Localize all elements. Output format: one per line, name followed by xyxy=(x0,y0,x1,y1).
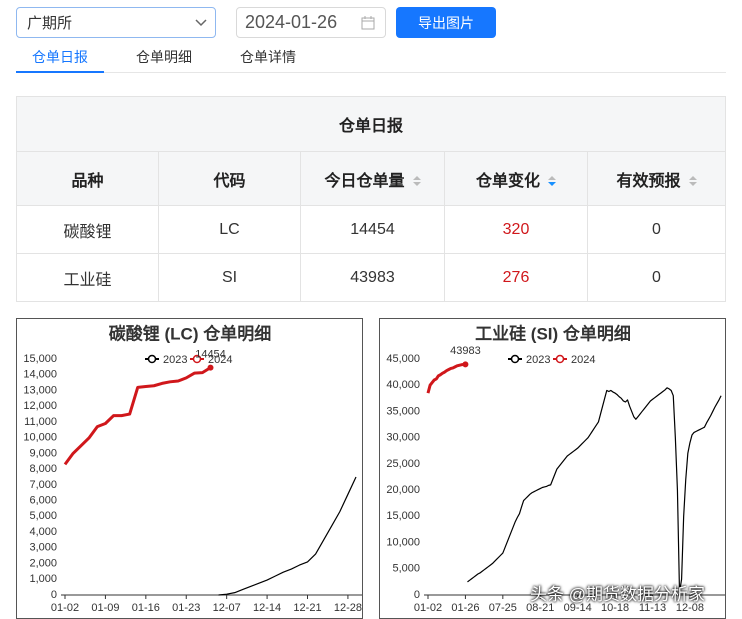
y-tick-label: 40,000 xyxy=(386,379,420,391)
y-tick-label: 8,000 xyxy=(29,463,57,475)
legend-label: 2023 xyxy=(163,354,187,366)
exchange-select[interactable]: 广期所 xyxy=(16,7,216,38)
last-point xyxy=(207,364,214,371)
cell: LC xyxy=(158,205,301,254)
x-tick-label: 09-14 xyxy=(564,602,592,614)
y-tick-label: 15,000 xyxy=(23,353,57,365)
x-tick-label: 07-25 xyxy=(489,602,517,614)
export-button[interactable]: 导出图片 xyxy=(396,7,496,38)
table-title: 仓单日报 xyxy=(16,96,726,152)
x-tick-label: 12-08 xyxy=(676,602,704,614)
series-line xyxy=(426,362,466,394)
series-line xyxy=(218,476,357,596)
x-tick-label: 12-28 xyxy=(334,602,362,614)
report-table: 仓单日报 品种 代码 今日仓单量 仓单变化 有效预报 碳酸锂 LC 14454 … xyxy=(16,96,726,302)
cell: 0 xyxy=(587,205,726,254)
cell: 0 xyxy=(587,253,726,302)
calendar-icon xyxy=(361,16,375,30)
tab[interactable]: 仓单详情 xyxy=(240,49,296,65)
watermark: 头条 @期货数据分析家 xyxy=(530,585,705,604)
tab-divider xyxy=(16,72,726,73)
y-tick-label: 6,000 xyxy=(29,495,57,507)
x-tick-label: 12-14 xyxy=(253,602,281,614)
legend-marker xyxy=(555,354,565,364)
cell: SI xyxy=(158,253,301,302)
y-tick-label: 30,000 xyxy=(386,432,420,444)
legend-marker xyxy=(510,354,520,364)
x-tick-label: 01-02 xyxy=(51,602,79,614)
header[interactable]: 有效预报 xyxy=(616,172,681,190)
cell: 工业硅 xyxy=(16,253,159,302)
x-tick-label: 10-18 xyxy=(601,602,629,614)
chart-title: 工业硅 (SI) 仓单明细 xyxy=(475,323,631,343)
header: 品种 xyxy=(71,172,104,190)
date-value: 2024-01-26 xyxy=(245,12,338,32)
x-tick-label: 11-13 xyxy=(639,602,666,614)
chart: 碳酸锂 (LC) 仓单明细 0 1,000 2,000 3,000 4,000 5,000 6… xyxy=(16,318,363,619)
date-input[interactable]: 2024-01-26 xyxy=(236,7,386,38)
legend-label: 2024 xyxy=(208,354,232,366)
cell: 276 xyxy=(444,253,588,302)
legend-label: 2024 xyxy=(571,354,595,366)
y-tick-label: 4,000 xyxy=(29,526,57,538)
tab-underline xyxy=(16,71,104,73)
y-tick-label: 3,000 xyxy=(29,542,57,554)
y-tick-label: 5,000 xyxy=(29,510,57,522)
series-line xyxy=(467,387,722,593)
data-label: 43983 xyxy=(450,345,481,357)
y-tick-label: 9,000 xyxy=(29,447,57,459)
x-tick-label: 01-02 xyxy=(414,602,442,614)
y-tick-label: 12,000 xyxy=(23,400,57,412)
x-tick-label: 01-16 xyxy=(132,602,160,614)
tab[interactable]: 仓单日报 xyxy=(32,49,88,65)
legend-marker xyxy=(192,354,202,364)
x-tick-label: 12-21 xyxy=(293,602,321,614)
y-tick-label: 20,000 xyxy=(386,484,420,496)
y-tick-label: 7,000 xyxy=(29,479,57,491)
last-point xyxy=(462,361,469,368)
x-tick-label: 01-09 xyxy=(91,602,119,614)
y-tick-label: 0 xyxy=(414,589,420,601)
x-tick-label: 08-21 xyxy=(526,602,554,614)
sort-icon[interactable] xyxy=(548,175,556,187)
y-tick-label: 10,000 xyxy=(386,536,420,548)
y-tick-label: 11,000 xyxy=(24,416,57,428)
tab[interactable]: 仓单明细 xyxy=(136,49,192,65)
chart: 工业硅 (SI) 仓单明细 0 5,000 10,000 15,000 20,000 25,… xyxy=(379,318,726,619)
exchange-value: 广期所 xyxy=(27,15,73,32)
cell: 320 xyxy=(444,205,588,254)
x-tick-label: 01-26 xyxy=(451,602,479,614)
cell: 14454 xyxy=(300,205,445,254)
y-tick-label: 15,000 xyxy=(386,510,420,522)
legend-marker xyxy=(147,354,157,364)
y-tick-label: 14,000 xyxy=(23,369,57,381)
series-line xyxy=(63,366,212,466)
cell: 43983 xyxy=(300,253,445,302)
chevron xyxy=(195,19,207,27)
y-tick-label: 25,000 xyxy=(386,458,420,470)
legend-label: 2023 xyxy=(526,354,550,366)
y-tick-label: 2,000 xyxy=(29,557,57,569)
header[interactable]: 仓单变化 xyxy=(475,172,540,190)
y-tick-label: 5,000 xyxy=(392,563,420,575)
y-tick-label: 35,000 xyxy=(386,405,420,417)
header: 代码 xyxy=(213,172,246,190)
y-tick-label: 10,000 xyxy=(23,432,57,444)
header[interactable]: 今日仓单量 xyxy=(324,172,405,190)
y-tick-label: 13,000 xyxy=(23,384,57,396)
y-tick-label: 0 xyxy=(51,589,57,601)
y-tick-label: 1,000 xyxy=(29,573,57,585)
sort-icon[interactable] xyxy=(412,175,421,187)
y-tick-label: 45,000 xyxy=(386,353,420,365)
x-tick-label: 01-23 xyxy=(172,602,200,614)
sort-icon[interactable] xyxy=(688,175,697,187)
data-label: 14454 xyxy=(195,348,226,360)
cell: 碳酸锂 xyxy=(16,205,159,254)
chart-title: 碳酸锂 (LC) 仓单明细 xyxy=(109,323,271,343)
x-tick-label: 12-07 xyxy=(213,602,241,614)
